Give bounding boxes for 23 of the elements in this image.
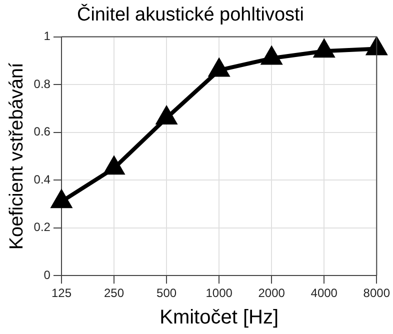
x-tick-label: 2000 (258, 286, 286, 300)
point (314, 40, 334, 58)
chart-title: Činitel akustické pohltivosti (76, 4, 304, 26)
y-axis-title: Koeficient vstřebávání (6, 62, 28, 250)
point (104, 157, 124, 175)
point (366, 38, 386, 56)
y-tick-label: 0.6 (34, 124, 51, 139)
point (209, 59, 229, 77)
x-tick-label: 4000 (310, 286, 338, 300)
y-tick-label: 0.8 (34, 76, 51, 91)
y-tick-label: 0 (44, 268, 51, 282)
y-tick-label: 0.2 (34, 220, 51, 234)
x-axis-title: Kmitočet [Hz] (160, 306, 279, 329)
point (262, 47, 282, 65)
x-tick-label: 8000 (363, 286, 390, 300)
x-tick-label: 250 (104, 286, 124, 300)
x-tick-label: 125 (51, 286, 72, 300)
y-tick-label: 1 (44, 29, 51, 44)
point (52, 190, 72, 208)
x-tick-label: 1000 (206, 286, 233, 300)
x-tick-label: 500 (156, 286, 177, 300)
point (156, 106, 176, 124)
y-tick-label: 0.4 (34, 172, 51, 186)
